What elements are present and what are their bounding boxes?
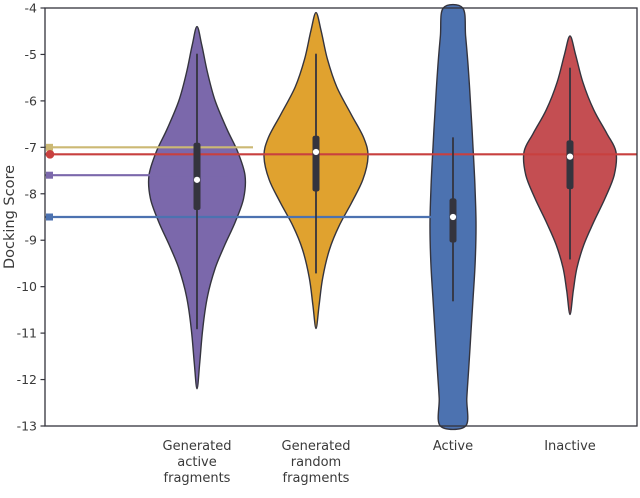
category-label-line: fragments <box>283 471 350 486</box>
y-tick-label: -7 <box>25 140 37 155</box>
y-tick-label: -8 <box>25 186 38 201</box>
iqr-box <box>312 135 320 192</box>
category-label-line: fragments <box>164 471 231 486</box>
y-tick-label: -5 <box>25 47 37 62</box>
median-dot <box>566 153 574 160</box>
plot-frame <box>44 7 638 427</box>
y-tick-label: -11 <box>17 326 37 341</box>
y-axis: -4 -5 -6 -7 -8 -9 -10 -11 -12 -13 <box>17 1 45 434</box>
y-axis-title: Docking Score <box>2 165 18 269</box>
median-dot <box>449 213 457 221</box>
y-tick-label: -6 <box>25 93 38 108</box>
category-label-line: random <box>291 455 341 470</box>
iqr-box <box>449 198 457 243</box>
category-label-line: active <box>177 455 217 470</box>
category-label-active: Active <box>433 439 473 454</box>
y-tick-label: -13 <box>17 419 37 434</box>
reference-lines <box>45 143 637 221</box>
y-tick-label: -9 <box>25 233 38 248</box>
generated-active-median-line-marker <box>46 171 53 179</box>
y-tick-label: -12 <box>17 372 37 387</box>
inner-boxplots <box>193 53 574 330</box>
category-label-line: Inactive <box>544 439 596 454</box>
median-dot <box>193 176 201 183</box>
y-tick-label: -4 <box>25 1 38 16</box>
category-label-generated-active-fragments: Generated active fragments <box>163 439 232 486</box>
category-label-inactive: Inactive <box>544 439 596 454</box>
generated-random-median-line-marker <box>46 143 53 151</box>
category-label-generated-random-fragments: Generated random fragments <box>282 439 351 486</box>
category-label-line: Generated <box>282 439 351 454</box>
iqr-box <box>566 140 574 190</box>
active-median-line-marker <box>46 213 53 221</box>
category-label-line: Generated <box>163 439 232 454</box>
category-label-line: Active <box>433 439 473 454</box>
iqr-box <box>193 142 201 211</box>
y-tick-label: -10 <box>17 279 37 294</box>
median-dot <box>312 148 320 156</box>
inactive-median-line-marker <box>45 150 55 159</box>
